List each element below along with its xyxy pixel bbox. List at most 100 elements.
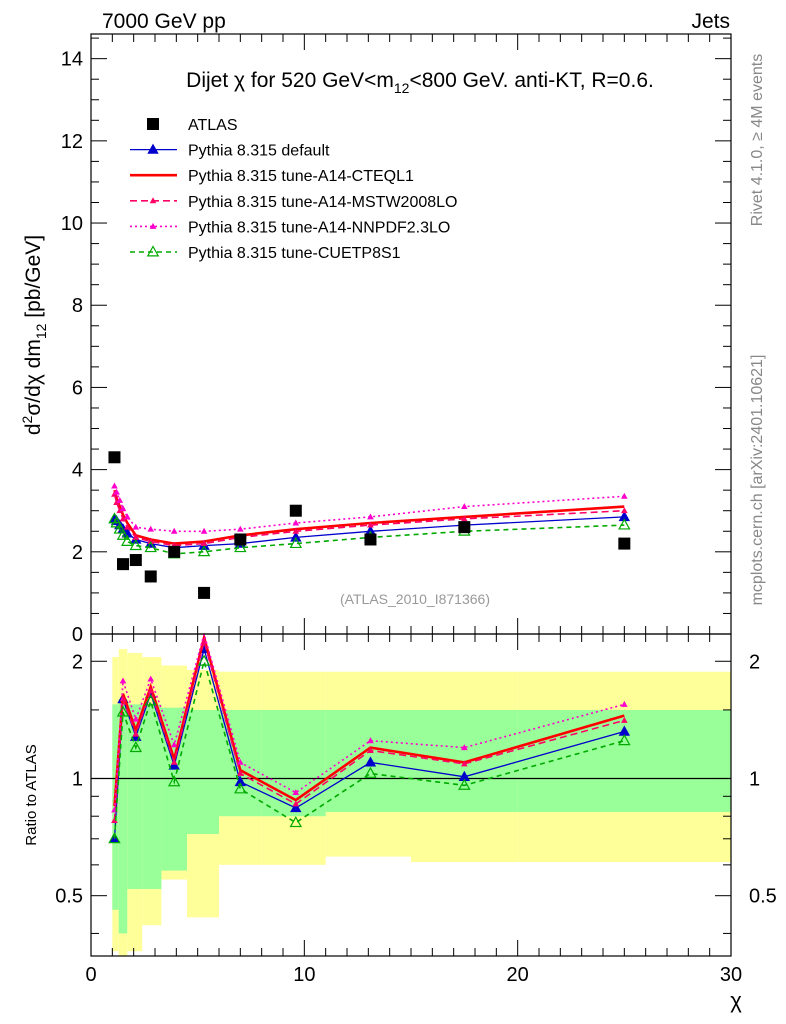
ratio-ytick-label-1: 1 (72, 768, 83, 790)
ratio-line-nnpdf (113, 630, 625, 811)
chart-title: Dijet χ for 520 GeV<m12<800 GeV. anti-KT… (186, 69, 654, 96)
band_inner-bin-5 (187, 709, 219, 835)
ratio-nnpdf-point-8 (367, 737, 374, 744)
main-nnpdf-point-6 (147, 525, 155, 532)
main-nnpdf-point-8 (200, 527, 208, 534)
main-series-cteql1 (113, 489, 625, 545)
ratio-nnpdf-point-2 (132, 715, 140, 722)
x-tick-label-0: 0 (85, 964, 96, 986)
ratio-cuetp8s1-point-3 (144, 694, 157, 706)
main-mstw-point-12 (461, 515, 468, 522)
ratio-mstw-point-3 (147, 687, 155, 694)
ratio-nnpdf-point-10 (621, 700, 628, 707)
main-ytick-label-0: 0 (72, 624, 83, 646)
legend-cuetp8s1-point-marker (146, 245, 160, 257)
main-line-cuetp8s1 (113, 518, 625, 555)
ratio-mstw-point-7 (292, 800, 300, 807)
main-series-mstw (111, 490, 628, 549)
main-cuetp8s1-point-9 (234, 540, 247, 553)
atlas-point-10 (618, 537, 631, 550)
x-tick-label-10: 10 (293, 964, 315, 986)
ratio-cuetp8s1-point-6 (234, 782, 247, 794)
ratio-cuetp8s1-point-9 (458, 778, 471, 790)
atlas-point-6 (234, 533, 247, 546)
atlas-point-8 (364, 533, 377, 546)
main-cuetp8s1-point-8 (197, 545, 211, 557)
legend-label-cuetp8s1: Pythia 8.315 tune-CUETP8S1 (188, 245, 401, 262)
ratio-default-point-6 (234, 775, 247, 787)
atlas-point-3 (144, 570, 157, 583)
main-cuetp8s1-point-2 (113, 522, 127, 534)
main-default-point-10 (290, 531, 302, 542)
ratio-cuetp8s1-point-5 (197, 654, 211, 666)
main-ytick-label-12: 12 (61, 131, 83, 153)
main-series-nnpdf (111, 482, 628, 534)
ratio-ytick-label-right-0.5: 0.5 (749, 886, 777, 908)
band_inner-bin-3 (142, 704, 162, 890)
main-mstw-point-5 (132, 533, 140, 540)
main-nnpdf-point-10 (292, 519, 300, 526)
legend-mstw-point-marker (149, 197, 157, 204)
analysis-id-label: (ATLAS_2010_I871366) (340, 591, 490, 607)
ratio-cuetp8s1-point-7 (289, 815, 303, 828)
atlas-point-5 (198, 586, 211, 599)
main-nnpdf-point-13 (621, 492, 628, 499)
x-tick-label-30: 30 (720, 964, 742, 986)
ratio-y-axis-label: Ratio to ATLAS (23, 744, 40, 845)
ratio-cuetp8s1-point-2 (129, 740, 143, 753)
main-mstw-point-13 (621, 507, 628, 514)
legend-label-mstw: Pythia 8.315 tune-A14-MSTW2008LO (188, 194, 457, 211)
ratio-nnpdf-point-3 (147, 675, 155, 682)
legend: ATLAS Pythia 8.315 default Pythia 8.315 tu… (130, 117, 457, 262)
ratio-nnpdf-point-1 (119, 677, 127, 684)
main-ytick-label-14: 14 (61, 49, 83, 71)
main-nnpdf-point-7 (170, 527, 178, 534)
ratio-cuetp8s1-point-1 (116, 705, 130, 717)
ratio-ytick-label-right-1: 1 (749, 768, 760, 790)
atlas-point-9 (458, 521, 471, 534)
ratio-mstw-point-9 (461, 760, 468, 767)
main-mstw-point-3 (119, 515, 127, 522)
atlas-point-1 (117, 558, 129, 571)
ratio-mstw-point-0 (111, 816, 118, 823)
main-cuetp8s1-point-4 (121, 534, 134, 546)
ratio-mstw-point-2 (132, 730, 140, 737)
main-cuetp8s1-point-6 (144, 540, 157, 553)
main-cuetp8s1-point-13 (618, 518, 631, 530)
band_inner-bin-1 (118, 699, 128, 934)
main-mstw-point-2 (116, 507, 124, 514)
ratio-cuetp8s1-point-8 (364, 766, 377, 778)
ratio-default-point-7 (290, 801, 302, 813)
main-nnpdf-point-0 (111, 482, 118, 489)
main-mstw-point-10 (292, 527, 300, 534)
legend-label-cteql1: Pythia 8.315 tune-A14-CTEQL1 (188, 168, 414, 185)
ratio-line-mstw (113, 638, 625, 821)
ratio-mstw-point-6 (237, 769, 244, 776)
main-cuetp8s1-point-1 (110, 516, 123, 528)
main-ytick-label-8: 8 (72, 295, 83, 317)
main-mstw-point-1 (113, 498, 120, 505)
main-ytick-label-6: 6 (72, 377, 83, 399)
atlas-point-2 (129, 554, 142, 567)
legend-item-nnpdf: Pythia 8.315 tune-A14-NNPDF2.3LO (130, 219, 450, 236)
ratio-nnpdf-point-4 (170, 741, 178, 748)
main-nnpdf-point-3 (119, 505, 127, 512)
main-default-point-11 (364, 525, 377, 536)
ratio-mstw-point-8 (367, 746, 374, 753)
main-mstw-point-8 (200, 540, 208, 547)
main-ytick-label-10: 10 (61, 213, 83, 235)
ratio-ytick-label-2: 2 (72, 651, 83, 673)
ratio-mstw-point-4 (170, 758, 178, 765)
main-plot-panel: 0 2 4 6 8 10 12 14 Dijet χ for 520 GeV<m12<800 … (19, 33, 732, 646)
main-y-axis-label: d2σ/dχ dm12 [pb/GeV] (19, 235, 49, 435)
legend-nnpdf-point-marker (149, 222, 157, 229)
atlas-point-4 (168, 545, 181, 558)
legend-label-atlas: ATLAS (188, 117, 238, 134)
main-nnpdf-point-11 (367, 513, 374, 520)
main-cuetp8s1-point-5 (129, 538, 143, 551)
ratio-series-cuetp8s1 (108, 654, 631, 844)
ratio-cuetp8s1-point-4 (167, 775, 181, 787)
main-nnpdf-point-1 (113, 488, 120, 495)
ratio-plot-panel: 0.5 0.51 12 20 10 20 30 Ratio to ATLAS χ (23, 630, 777, 1013)
ratio-nnpdf-point-9 (461, 744, 468, 751)
